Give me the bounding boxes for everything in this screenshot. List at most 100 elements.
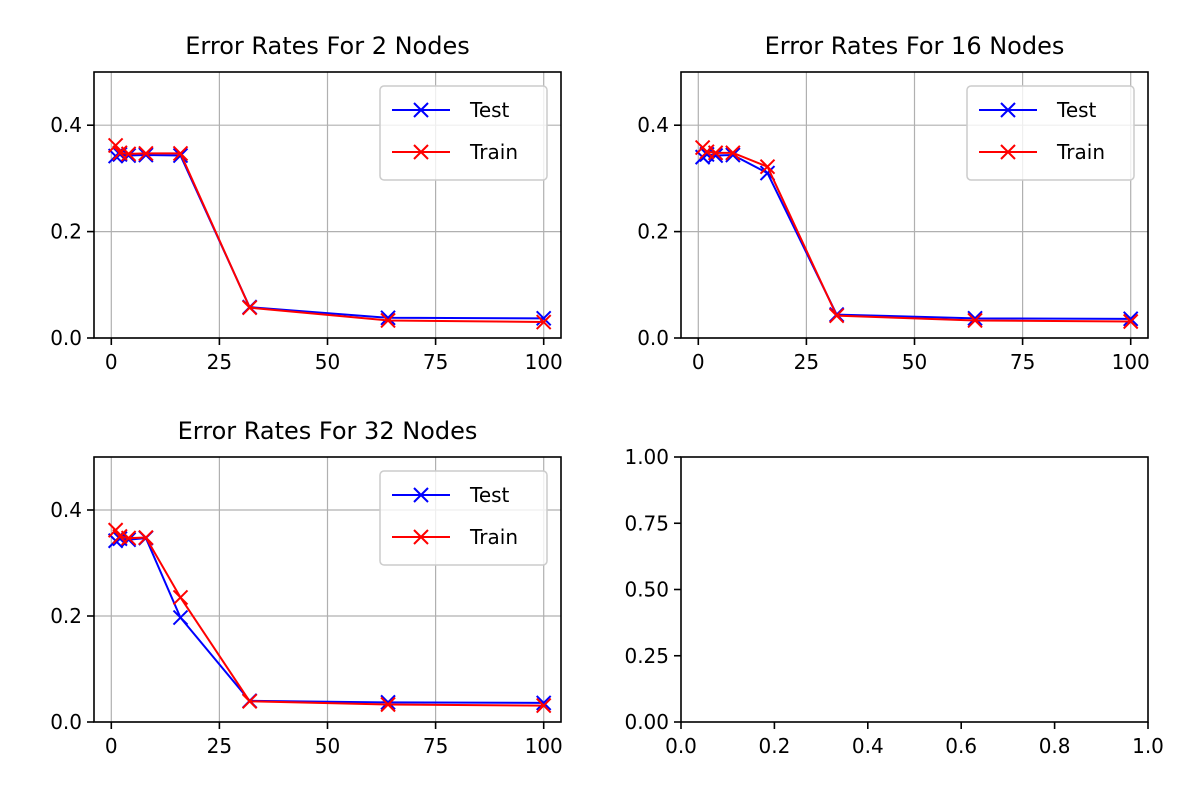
- x-tick-label: 50: [315, 734, 340, 758]
- data-point: [241, 693, 258, 710]
- legend-entry-test: Test: [392, 483, 510, 507]
- marker-stroke: [967, 312, 983, 329]
- chart-title: Error Rates For 2 Nodes: [185, 32, 469, 60]
- marker-stroke: [107, 137, 124, 154]
- x-tick-label: 100: [1112, 350, 1150, 374]
- x-tick-label: 0.2: [758, 734, 790, 758]
- y-tick-label: 0.0: [637, 326, 669, 350]
- marker-stroke: [380, 310, 396, 326]
- legend-label: Test: [1056, 98, 1097, 122]
- x-tick-label: 1.0: [1132, 734, 1164, 758]
- x-tick-label: 0: [105, 350, 118, 374]
- legend-entry-test: Test: [392, 98, 510, 122]
- legend-frame: [379, 85, 548, 181]
- x-tick-label: 0.6: [945, 734, 977, 758]
- data-point: [120, 530, 137, 546]
- marker-stroke: [535, 695, 552, 711]
- marker-stroke: [759, 158, 776, 175]
- marker-stroke: [172, 589, 189, 606]
- marker-stroke: [112, 145, 128, 161]
- marker-stroke: [535, 697, 552, 714]
- marker-stroke: [759, 165, 776, 181]
- data-point: [172, 589, 189, 606]
- y-tick-label: 0.0: [50, 326, 82, 350]
- data-point: [120, 146, 137, 162]
- data-point: [380, 312, 396, 329]
- data-point: [380, 696, 396, 713]
- marker-stroke: [967, 310, 983, 327]
- x-tick-label: 50: [902, 350, 927, 374]
- x-tick-label: 25: [794, 350, 819, 374]
- marker-stroke: [725, 145, 741, 161]
- data-point: [967, 312, 983, 329]
- marker-stroke: [380, 696, 396, 713]
- data-point: [138, 147, 154, 163]
- data-point: [172, 145, 189, 162]
- legend-entry-train: Train: [392, 140, 518, 164]
- legend-entry-train: Train: [392, 525, 518, 549]
- data-point: [1122, 313, 1139, 330]
- marker-stroke: [120, 146, 137, 162]
- marker-stroke: [138, 145, 154, 162]
- data-point: [107, 137, 124, 154]
- y-tick-label: 0.75: [624, 511, 669, 535]
- marker-stroke: [107, 522, 124, 538]
- marker-stroke: [725, 147, 741, 163]
- y-tick-label: 0.4: [637, 113, 669, 137]
- legend-frame: [966, 85, 1135, 181]
- legend-swatch-marker: [1000, 102, 1016, 118]
- legend-swatch-marker: [413, 529, 429, 545]
- marker-stroke: [380, 694, 396, 711]
- x-tick-label: 100: [525, 350, 563, 374]
- marker-stroke: [707, 145, 724, 161]
- data-point: [380, 694, 396, 711]
- data-point: [967, 310, 983, 327]
- x-tick-label: 0: [105, 734, 118, 758]
- data-point: [535, 695, 552, 711]
- y-tick-label: 0.0: [50, 710, 82, 734]
- marker-stroke: [707, 147, 724, 164]
- marker-stroke: [120, 530, 137, 546]
- x-tick-label: 0.4: [852, 734, 884, 758]
- data-point: [828, 307, 845, 324]
- legend-swatch-marker: [413, 487, 429, 503]
- y-tick-label: 1.00: [624, 445, 669, 469]
- marker-stroke: [138, 529, 154, 546]
- marker-stroke: [172, 609, 189, 626]
- marker-stroke: [380, 312, 396, 329]
- marker-stroke: [828, 307, 845, 324]
- legend-label: Test: [469, 483, 510, 507]
- legend-label: Test: [469, 98, 510, 122]
- legend-label: Train: [469, 525, 518, 549]
- data-point: [759, 158, 776, 175]
- x-tick-label: 75: [423, 734, 448, 758]
- legend-swatch-marker: [1000, 144, 1016, 160]
- x-tick-label: 50: [315, 350, 340, 374]
- series-train: [107, 522, 552, 714]
- marker-stroke: [138, 147, 154, 163]
- y-tick-label: 0.4: [50, 498, 82, 522]
- marker-stroke: [241, 299, 258, 316]
- y-tick-label: 0.00: [624, 710, 669, 734]
- chart-title: Error Rates For 32 Nodes: [178, 417, 478, 445]
- data-point: [707, 145, 724, 161]
- marker-stroke: [120, 147, 137, 164]
- x-tick-label: 0: [692, 350, 705, 374]
- data-point: [535, 697, 552, 714]
- data-point: [725, 147, 741, 163]
- data-point: [120, 147, 137, 164]
- data-point: [120, 531, 137, 548]
- legend-frame: [379, 470, 548, 566]
- data-point: [241, 299, 258, 316]
- x-tick-label: 0.0: [665, 734, 697, 758]
- legend-swatch-marker: [413, 102, 429, 118]
- data-point: [725, 145, 741, 161]
- legend: Test Train: [966, 85, 1135, 181]
- legend: Test Train: [379, 85, 548, 181]
- marker-stroke: [699, 144, 715, 160]
- marker-stroke: [112, 528, 128, 545]
- y-tick-label: 0.2: [50, 220, 82, 244]
- marker-stroke: [1122, 313, 1139, 330]
- legend: Test Train: [379, 470, 548, 566]
